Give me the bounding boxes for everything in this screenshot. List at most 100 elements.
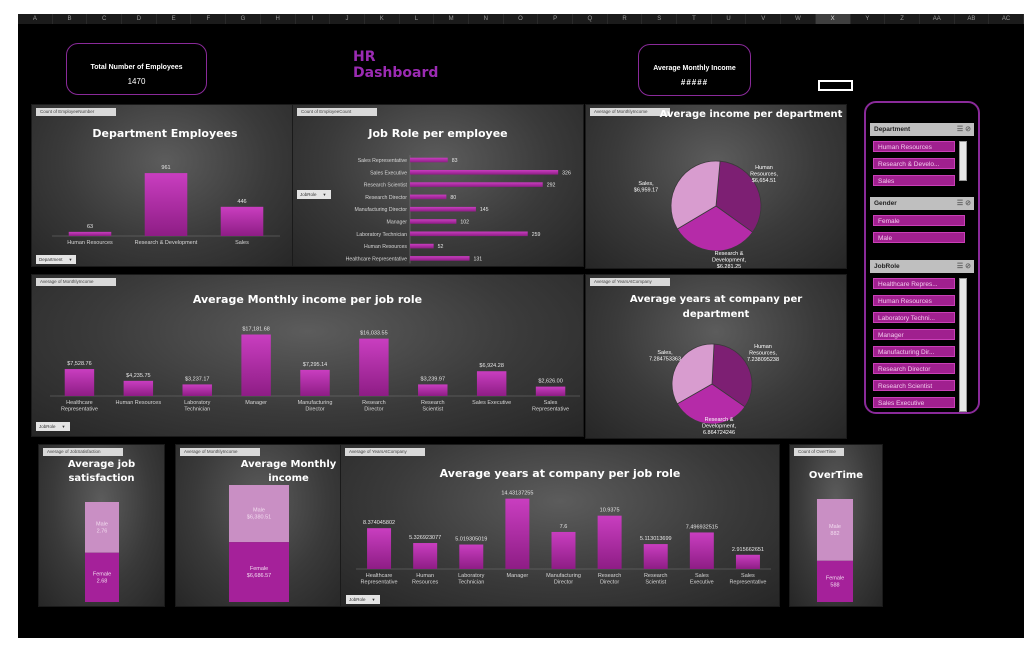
column-header-e[interactable]: E — [157, 14, 192, 24]
column-header-w[interactable]: W — [781, 14, 816, 24]
slicer-scrollbar[interactable] — [959, 278, 967, 412]
column-header-t[interactable]: T — [677, 14, 712, 24]
column-header-y[interactable]: Y — [851, 14, 886, 24]
column-header-v[interactable]: V — [746, 14, 782, 24]
panel-overtime: Count of OverTime OverTime Male 882 Female… — [789, 444, 883, 607]
slicer-item-jobrole[interactable]: Manufacturing Dir... — [873, 346, 955, 357]
slicer-item-department[interactable]: Sales — [873, 175, 955, 186]
dashboard-area: Total Number of Employees 1470 HR Dashbo… — [18, 24, 1024, 638]
column-header-h[interactable]: H — [261, 14, 296, 24]
field-tag[interactable]: Average of MonthlyIncome — [590, 108, 670, 116]
chart-income-jobrole: $7,528.76 Healthcare Representative $4,235.… — [50, 327, 580, 413]
clear-filter-icon[interactable]: ☰ ⊘ — [956, 126, 971, 133]
pie-slice — [671, 343, 715, 405]
filter-jobrole[interactable]: JobRole — [346, 595, 380, 604]
filter-department[interactable]: Department — [36, 255, 76, 264]
column-header-x[interactable]: X — [815, 14, 851, 24]
column-header-j[interactable]: J — [330, 14, 365, 24]
category-label: Manufacturing Director — [298, 400, 333, 413]
column-header-d[interactable]: D — [122, 14, 157, 24]
slicer-item-jobrole[interactable]: Laboratory Techni... — [873, 312, 955, 323]
column-header-ac[interactable]: AC — [989, 14, 1024, 24]
column-header-o[interactable]: O — [504, 14, 539, 24]
data-label: $7,528.76 — [67, 361, 91, 367]
data-label: 8.374045802 — [363, 520, 395, 526]
slicer-header-label: JobRole — [874, 263, 900, 270]
data-label: 2.915662651 — [732, 547, 764, 553]
bar — [418, 384, 448, 396]
slicer-item-jobrole[interactable]: Manager — [873, 329, 955, 340]
bar-segment — [817, 560, 853, 602]
filter-jobrole[interactable]: JobRole — [297, 190, 331, 199]
column-header-u[interactable]: U — [712, 14, 747, 24]
field-tag[interactable]: Count of OverTime — [794, 448, 844, 456]
column-header-z[interactable]: Z — [885, 14, 920, 24]
bar-segment — [229, 542, 289, 602]
field-tag[interactable]: Average of MonthlyIncome — [180, 448, 260, 456]
column-header-a[interactable]: A — [18, 14, 53, 24]
bar — [410, 157, 448, 163]
column-header-n[interactable]: N — [469, 14, 504, 24]
chart-title: Average years at company per job role — [439, 467, 681, 480]
panel-monthly-income: Average of MonthlyIncome Average Monthly… — [175, 444, 347, 607]
column-header-ab[interactable]: AB — [955, 14, 990, 24]
bar — [410, 231, 528, 237]
field-tag[interactable]: Average of JobSatisfaction — [43, 448, 123, 456]
column-header-i[interactable]: I — [296, 14, 331, 24]
bar — [241, 334, 271, 396]
field-tag[interactable]: Average of YearsAtCompany — [345, 448, 425, 456]
column-header-c[interactable]: C — [87, 14, 123, 24]
slicer-item-department[interactable]: Human Resources — [873, 141, 955, 152]
column-header-g[interactable]: G — [226, 14, 261, 24]
field-tag[interactable]: Count of EmployeeNumber — [36, 108, 116, 116]
slicer-item-gender[interactable]: Female — [873, 215, 965, 226]
category-label: Sales Executive — [472, 400, 511, 406]
data-label: 259 — [532, 232, 541, 238]
selected-cell[interactable] — [818, 80, 853, 91]
category-label: Research Director — [365, 195, 407, 201]
category-label: Healthcare Representative — [61, 400, 98, 413]
slicer-item-gender[interactable]: Male — [873, 232, 965, 243]
chart-title: Job Role per employee — [368, 127, 508, 140]
chart-income-department: Human Resources, $6,654.51 Research & Develo… — [634, 160, 778, 268]
panel-years-department: Average of YearsAtCompany Average years … — [585, 274, 847, 439]
kpi-total-label: Total Number of Employees — [90, 64, 183, 71]
category-label: Human Resources — [67, 240, 113, 246]
clear-filter-icon[interactable]: ☰ ⊘ — [956, 200, 971, 207]
column-header-q[interactable]: Q — [573, 14, 608, 24]
field-tag[interactable]: Average of YearsAtCompany — [590, 278, 670, 286]
bar — [551, 531, 576, 569]
kpi-total-value: 1470 — [127, 77, 146, 86]
column-header-s[interactable]: S — [642, 14, 678, 24]
slicer-scrollbar[interactable] — [959, 141, 967, 181]
slicer-item-jobrole[interactable]: Research Director — [873, 363, 955, 374]
segment-label: Male — [829, 524, 841, 530]
column-header-l[interactable]: L — [400, 14, 435, 24]
category-label: Sales — [235, 240, 249, 246]
field-tag[interactable]: Average of MonthlyIncome — [36, 278, 116, 286]
category-label: Sales Representative — [532, 400, 569, 413]
bar — [410, 194, 447, 200]
data-label: Research & Development, 6.864724246 — [702, 417, 736, 436]
panel-years-jobrole: Average of YearsAtCompany Average years … — [340, 444, 780, 607]
bar-segment — [817, 499, 853, 561]
data-label: 5.019305019 — [455, 537, 487, 543]
column-header-m[interactable]: M — [434, 14, 469, 24]
slicer-item-department[interactable]: Research & Develo... — [873, 158, 955, 169]
field-tag[interactable]: Count of EmployeeCount — [297, 108, 377, 116]
slicer-item-jobrole[interactable]: Human Resources — [873, 295, 955, 306]
column-header-p[interactable]: P — [538, 14, 573, 24]
slicer-item-jobrole[interactable]: Healthcare Repres... — [873, 278, 955, 289]
column-header-r[interactable]: R — [608, 14, 643, 24]
column-header-aa[interactable]: AA — [920, 14, 955, 24]
category-label: Laboratory Technician — [458, 573, 485, 586]
column-header-k[interactable]: K — [365, 14, 400, 24]
slicer-item-jobrole[interactable]: Research Scientist — [873, 380, 955, 391]
column-header-f[interactable]: F — [191, 14, 227, 24]
slicer-item-jobrole[interactable]: Sales Executive — [873, 397, 955, 408]
category-label: Research Director — [362, 400, 386, 413]
column-header-b[interactable]: B — [53, 14, 88, 24]
filter-jobrole[interactable]: JobRole — [36, 422, 70, 431]
clear-filter-icon[interactable]: ☰ ⊘ — [956, 263, 971, 270]
